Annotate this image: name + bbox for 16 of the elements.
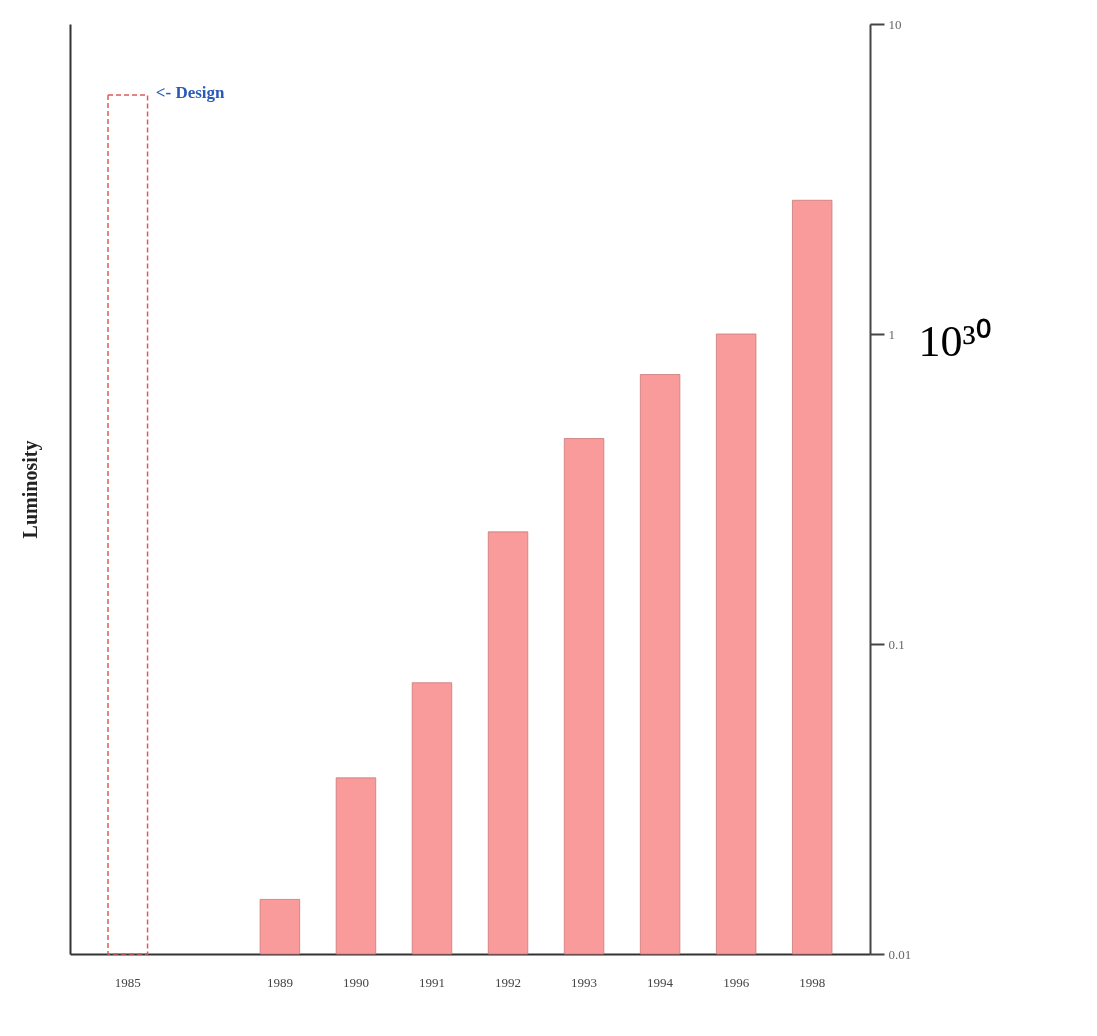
x-tick-label: 1990	[342, 974, 369, 990]
x-tick-label: 1992	[495, 974, 522, 990]
x-tick-label: 1991	[418, 974, 445, 990]
y-tick-label: 1	[888, 326, 895, 342]
y-tick-label: 10	[888, 16, 902, 32]
y-tick-label: 0.01	[888, 946, 912, 962]
y-tick-label: 0.1	[888, 636, 905, 652]
text: 10³⁰	[918, 316, 991, 366]
x-tick-label: 1996	[723, 974, 750, 990]
annotation: <- Design	[155, 83, 226, 103]
x-tick-label: 1993	[571, 974, 598, 990]
x-tick-label: 1989	[266, 974, 293, 990]
x-tick-label: 1998	[799, 974, 826, 990]
x-tick-label: 1994	[647, 974, 674, 990]
y-axis-title: Luminosity	[18, 440, 42, 539]
x-tick-label: 1985	[114, 974, 141, 990]
